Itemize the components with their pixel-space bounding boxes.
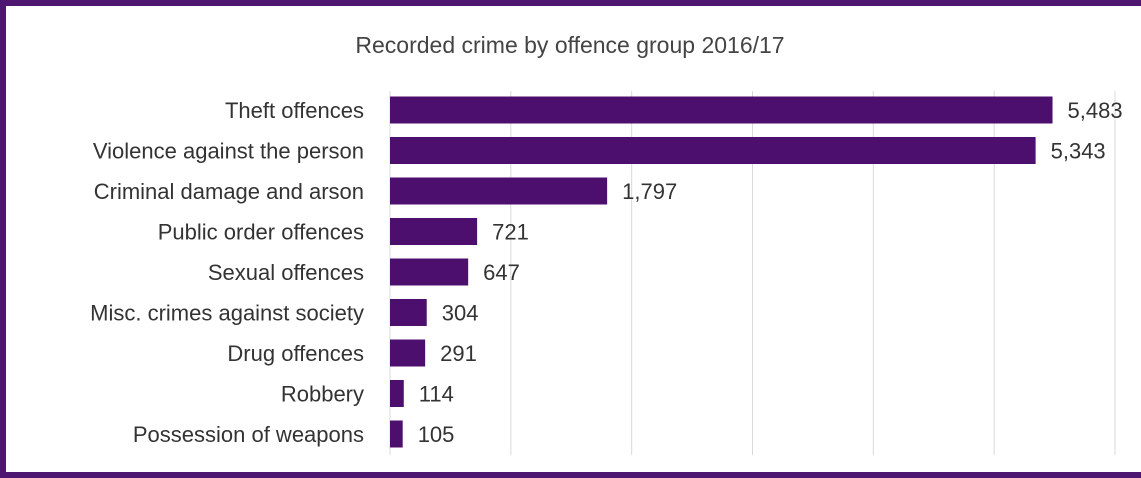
category-label: Violence against the person xyxy=(93,139,364,164)
category-label: Robbery xyxy=(281,382,364,407)
bar xyxy=(390,177,608,205)
category-label: Public order offences xyxy=(158,220,364,245)
bar xyxy=(390,258,469,286)
value-label: 721 xyxy=(492,220,529,245)
category-label: Misc. crimes against society xyxy=(90,301,364,326)
bar xyxy=(390,299,427,326)
bar xyxy=(390,420,403,448)
bars xyxy=(390,96,1053,448)
bar xyxy=(390,137,1036,164)
chart-title: Recorded crime by offence group 2016/17 xyxy=(355,32,784,58)
value-label: 5,483 xyxy=(1068,98,1123,123)
bar xyxy=(390,218,478,245)
value-label: 1,797 xyxy=(622,179,677,204)
category-label: Criminal damage and arson xyxy=(94,179,364,204)
value-label: 5,343 xyxy=(1051,139,1106,164)
bar xyxy=(390,380,404,407)
value-label: 291 xyxy=(440,341,477,366)
category-labels: Theft offences Violence against the perso… xyxy=(90,98,364,447)
value-label: 647 xyxy=(483,260,520,285)
category-label: Possession of weapons xyxy=(133,422,364,447)
category-label: Sexual offences xyxy=(208,260,364,285)
category-label: Theft offences xyxy=(225,98,364,123)
value-label: 105 xyxy=(418,422,455,447)
category-label: Drug offences xyxy=(227,341,364,366)
bar xyxy=(390,339,426,367)
bar xyxy=(390,96,1053,124)
value-label: 304 xyxy=(442,301,479,326)
value-label: 114 xyxy=(419,382,454,407)
